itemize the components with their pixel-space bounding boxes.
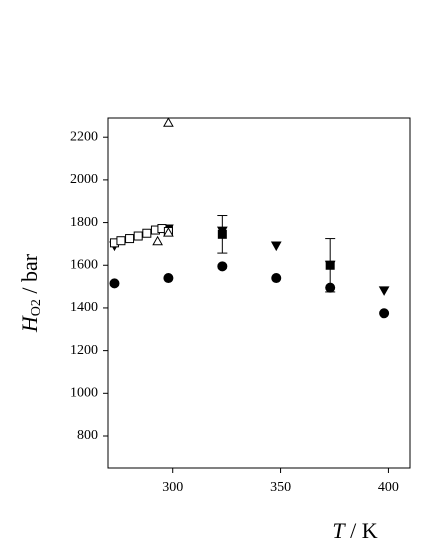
y-tick-label: 800 [77,428,98,443]
x-label-symbol: T [332,518,346,543]
point [379,308,390,319]
y-tick-label: 1600 [70,257,98,272]
point [109,278,120,289]
point [325,260,335,270]
y-label-sub: O2 [29,299,44,316]
point [163,227,174,237]
point [217,229,227,239]
point [163,273,174,284]
y-tick-label: 1000 [70,386,98,401]
point [271,273,282,284]
y-tick-label: 2000 [70,172,98,187]
point [133,231,143,241]
y-tick-label: 1400 [70,300,98,315]
x-tick-label: 300 [162,480,183,495]
x-tick-label: 350 [270,480,291,495]
point [378,286,390,296]
point [152,235,163,246]
point [270,241,282,252]
point [116,236,126,246]
plot-frame [107,117,411,469]
point [125,234,135,244]
point [163,117,174,127]
point [142,228,152,238]
y-label-symbol: H [17,315,42,333]
y-axis-label: HO2 / bar [17,253,44,333]
x-label-unit: / K [345,518,378,543]
point [217,261,228,272]
y-tick-label: 1800 [70,215,98,230]
y-tick-label: 2200 [70,129,98,144]
y-label-unit: / bar [17,253,42,299]
x-axis-label: T / K [332,518,377,543]
x-tick-label: 400 [378,480,399,495]
y-tick-label: 1200 [70,343,98,358]
